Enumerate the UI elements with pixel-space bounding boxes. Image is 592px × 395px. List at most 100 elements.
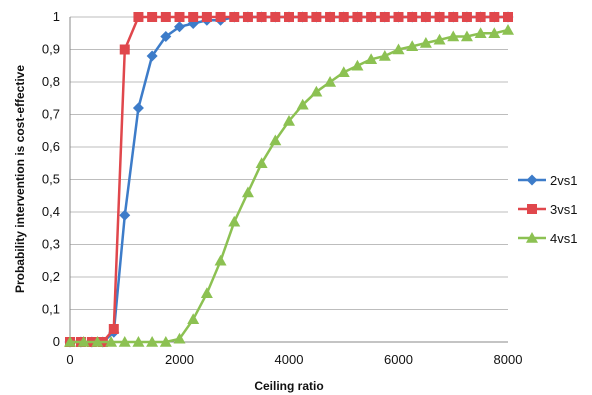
plot-area — [64, 11, 514, 348]
data-point — [132, 102, 144, 114]
legend-label: 4vs1 — [550, 231, 577, 246]
data-point — [284, 12, 294, 22]
data-point — [174, 12, 185, 22]
data-point — [502, 24, 514, 35]
data-point — [448, 12, 459, 22]
data-point — [378, 50, 391, 61]
data-point — [132, 336, 145, 347]
data-point — [229, 12, 240, 22]
y-tick-label: 0,6 — [42, 139, 60, 154]
data-point — [91, 336, 104, 347]
data-point — [77, 336, 90, 347]
data-point — [296, 98, 309, 110]
data-point — [460, 30, 473, 42]
data-point — [351, 59, 364, 71]
data-point — [433, 33, 446, 45]
data-point — [434, 12, 445, 22]
data-point — [105, 336, 118, 347]
series-line — [70, 15, 508, 344]
data-point — [489, 12, 500, 22]
legend-marker — [526, 232, 538, 243]
legend-label: 3vs1 — [550, 202, 577, 217]
data-point — [160, 31, 172, 42]
data-point — [393, 12, 404, 22]
data-point — [503, 12, 513, 22]
data-point — [488, 27, 501, 39]
x-tick-label: 2000 — [165, 352, 194, 367]
legend-label: 2vs1 — [550, 173, 577, 188]
y-tick-label: 0,7 — [42, 107, 60, 122]
data-point — [242, 12, 253, 22]
data-point — [159, 336, 172, 347]
y-tick-label: 0 — [53, 334, 60, 349]
y-tick-labels: 0 0,1 0,2 0,3 0,4 0,5 0,6 0,7 0,8 0,9 1 — [42, 9, 60, 349]
data-point — [146, 336, 159, 347]
data-point — [366, 12, 377, 22]
data-point — [228, 215, 241, 227]
data-point — [215, 12, 226, 22]
data-point — [269, 134, 282, 146]
x-axis-title: Ceiling ratio — [254, 379, 323, 393]
data-point — [407, 12, 418, 22]
data-point — [160, 12, 171, 22]
data-point — [474, 27, 487, 39]
y-axis-title: Probability intervention is cost-effecti… — [13, 65, 27, 293]
legend-marker — [527, 204, 537, 214]
data-point — [188, 12, 199, 22]
y-tick-label: 0,9 — [42, 42, 60, 57]
y-tick-label: 0,3 — [42, 237, 60, 252]
data-point — [146, 50, 158, 62]
data-point — [406, 40, 419, 52]
data-point — [64, 336, 76, 347]
data-point — [365, 53, 378, 65]
y-tick-label: 1 — [53, 9, 60, 24]
data-point — [324, 76, 337, 87]
data-point — [255, 157, 268, 169]
data-point — [200, 287, 213, 299]
x-tick-label: 0 — [66, 352, 73, 367]
data-point — [214, 254, 227, 266]
data-point — [420, 12, 431, 22]
series-4vs1 — [64, 24, 514, 347]
data-point — [119, 209, 131, 221]
data-point — [270, 12, 281, 22]
data-point — [475, 12, 486, 22]
data-point — [461, 12, 472, 22]
data-point — [392, 43, 405, 55]
data-point — [108, 324, 119, 334]
x-tick-label: 4000 — [275, 352, 304, 367]
data-point — [133, 12, 144, 22]
x-tick-labels: 0 2000 4000 6000 8000 — [66, 352, 522, 367]
y-tick-label: 0,1 — [42, 302, 60, 317]
data-point — [283, 115, 295, 126]
data-point — [297, 12, 308, 22]
data-point — [419, 37, 432, 48]
data-point — [310, 85, 323, 97]
data-point — [325, 12, 336, 22]
data-point — [147, 12, 158, 22]
data-point — [201, 12, 212, 22]
data-point — [337, 66, 350, 78]
y-tick-label: 0,2 — [42, 269, 60, 284]
data-point — [174, 21, 185, 33]
data-point — [311, 12, 322, 22]
data-point — [447, 30, 460, 42]
x-tick-label: 8000 — [494, 352, 523, 367]
data-point — [256, 12, 267, 22]
legend-marker — [526, 174, 538, 186]
y-tick-label: 0,8 — [42, 74, 60, 89]
gridlines — [70, 16, 508, 310]
data-point — [119, 44, 130, 55]
series-line — [70, 28, 509, 344]
y-tick-label: 0,5 — [42, 172, 60, 187]
data-point — [338, 12, 349, 22]
data-point — [241, 186, 254, 198]
x-tick-label: 6000 — [384, 352, 413, 367]
data-point — [118, 336, 131, 347]
data-point — [187, 313, 200, 325]
data-point — [379, 12, 390, 22]
data-point — [173, 332, 186, 344]
data-point — [352, 12, 363, 22]
legend: 2vs1 3vs1 4vs1 — [518, 173, 577, 246]
